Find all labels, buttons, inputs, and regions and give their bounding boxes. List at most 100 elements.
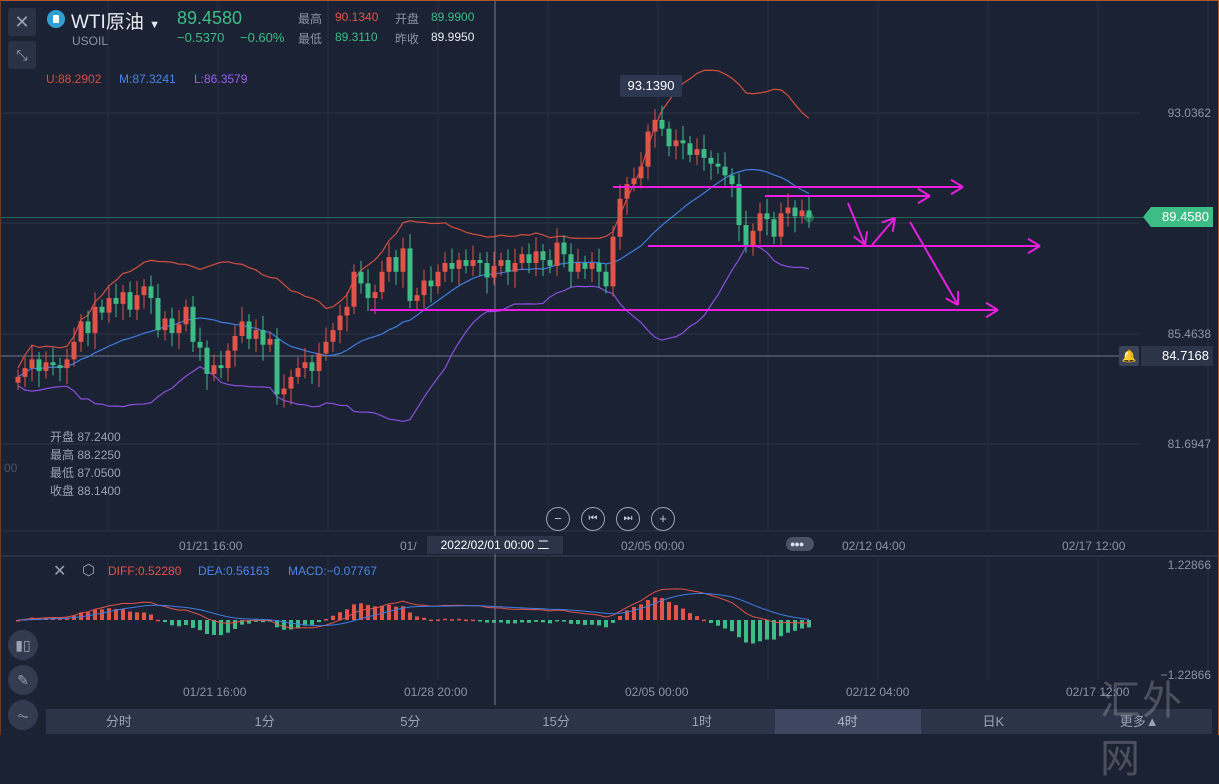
candle-body [156,298,161,330]
candle-body [219,365,224,368]
last-price: 89.4580 [177,8,242,29]
macd-bar [499,620,503,622]
indicator-button[interactable]: ⏦ [8,700,38,730]
macd-bar [338,612,342,620]
macd-bar [443,619,447,621]
macd-dea: DEA:0.56163 [198,564,269,578]
candle-body [233,336,238,351]
candle-body [338,316,343,331]
close-button[interactable]: ✕ [8,8,36,36]
macd-bar [674,605,678,620]
tab-15min[interactable]: 15分 [483,709,629,734]
candle-body [114,298,119,304]
candle-body [170,318,175,333]
collapse-button[interactable]: ⤡ [8,41,36,69]
candle-body [303,362,308,368]
macd-bar [156,620,160,622]
candle-body [16,377,21,383]
macd-bar [555,620,559,622]
macd-bar [527,620,531,623]
macd-bar [548,620,552,623]
open-label: 开盘 [395,10,419,27]
macd-bar [191,620,195,628]
macd-bar [142,612,146,620]
prev-close-label: 昨收 [395,30,419,47]
candle-body [58,365,63,368]
chart-canvas[interactable] [0,0,1219,736]
drawn-annotations[interactable] [370,180,1040,317]
scroll-right-button[interactable]: ⏭ [616,507,640,531]
candle-body [779,213,784,236]
tab-1hour[interactable]: 1时 [629,709,775,734]
current-price-tag: 89.4580 [1143,207,1213,227]
max-price-marker: 93.1390 [620,75,682,97]
candle-body [478,260,483,263]
symbol-title: WTI原油 [71,12,144,33]
candle-body [226,351,231,369]
candle-body [296,368,301,377]
info-open: 开盘 87.2400 [50,428,121,446]
macd-bar [520,620,524,622]
candle-body [331,330,336,342]
candlesticks [16,106,815,408]
zoom-out-button[interactable]: − [546,507,570,531]
symbol-selector[interactable]: WTI原油 ▼ [71,7,160,34]
close-indicator-button[interactable]: ✕ [53,561,66,581]
chart-type-button[interactable]: ▮▯ [8,630,38,660]
tab-timeshare[interactable]: 分时 [46,709,192,734]
candle-body [618,199,623,237]
price-alert-button[interactable]: 🔔 [1119,346,1139,366]
tab-daily[interactable]: 日K [921,709,1067,734]
macd-bar [772,620,776,640]
candle-body [86,321,91,333]
candle-body [100,307,105,313]
scroll-left-button[interactable]: ⏮ [581,507,605,531]
draw-tool-button[interactable]: ✎ [8,665,38,695]
candle-body [310,362,315,371]
candle-body [646,132,651,167]
candle-body [499,260,504,266]
crosshair-time-tag: 2022/02/01 00:00 二 [427,536,563,554]
candle-body [597,263,602,272]
macd-bar [681,609,685,620]
macd-bar [359,603,363,620]
zoom-in-button[interactable]: + [651,507,675,531]
crosshair-price-tag: 84.7168 [1141,346,1213,366]
macd-bar [653,597,657,620]
candle-body [513,263,518,272]
candle-body [674,140,679,146]
indicator-settings-button[interactable]: ⬡ [82,561,95,579]
macd-bar [786,620,790,633]
candle-body [471,260,476,266]
candle-body [723,167,728,176]
time-label: 02/12 04:00 [842,539,905,553]
candle-body [37,359,42,371]
boll-lower-legend: L:86.3579 [194,72,247,86]
tab-4hour[interactable]: 4时 [775,709,921,734]
low-value: 89.3110 [335,30,378,44]
macd-bar [478,620,482,622]
macd-bar [331,616,335,620]
candle-body [30,359,35,368]
macd-bar [394,607,398,620]
macd-bar [163,620,167,622]
candle-body [72,342,77,360]
tab-1min[interactable]: 1分 [192,709,338,734]
macd-bar [611,620,615,623]
macd-bar [135,612,139,620]
candle-body [359,272,364,284]
pane-resize-handle[interactable]: ●●● [786,537,814,551]
macd-bar [639,604,643,620]
close-icon: ✕ [14,12,29,33]
candlestick-icon: ▮▯ [15,637,30,653]
price-change: −0.5370 [177,30,224,45]
candle-body [548,260,553,266]
candle-body [667,129,672,147]
tab-5min[interactable]: 5分 [338,709,484,734]
macd-bar [597,620,601,625]
candle-body [247,321,252,339]
macd-bar [709,620,713,623]
candle-body [800,210,805,216]
candle-body [275,339,280,394]
candle-body [758,213,763,231]
